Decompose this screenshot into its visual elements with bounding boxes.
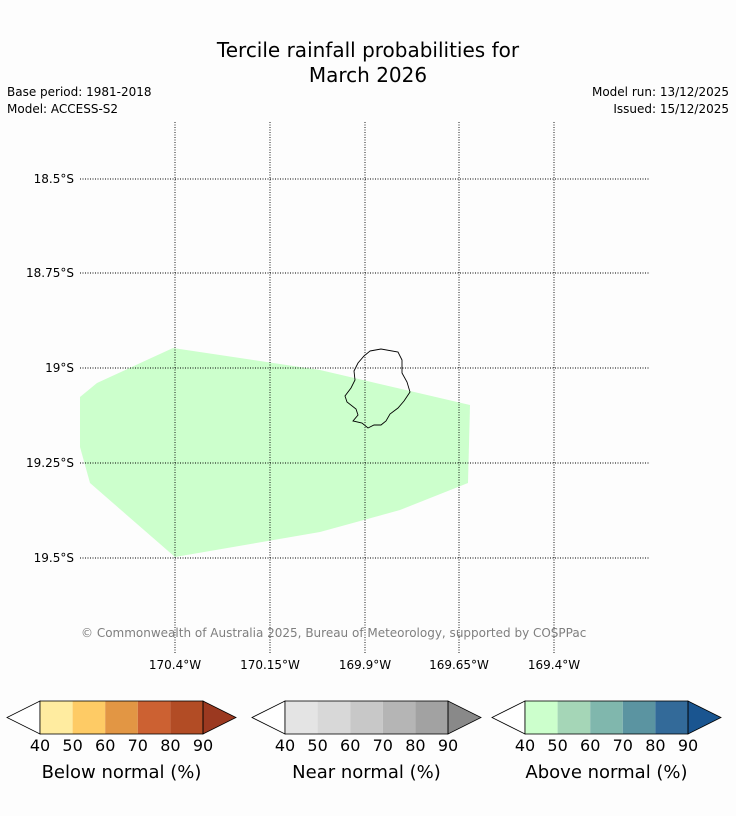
legend-swatch-4 xyxy=(382,701,416,734)
legend-over-triangle xyxy=(447,700,482,735)
legend-swatch-2 xyxy=(72,701,106,734)
lon-label-1: 170.4°W xyxy=(149,658,201,672)
lat-label-3: 19°S xyxy=(45,361,74,375)
legend-swatch-3 xyxy=(590,701,623,734)
title-line-2: March 2026 xyxy=(308,63,428,87)
legend-tick-1: 40 xyxy=(30,736,50,755)
legend-tick-6: 90 xyxy=(193,736,213,755)
legend-tick-3: 60 xyxy=(95,736,115,755)
lat-label-1: 18.5°S xyxy=(34,172,74,186)
legend-below-normal: 40 50 60 70 80 90 Below normal (%) xyxy=(6,700,237,783)
lon-label-3: 169.9°W xyxy=(339,658,391,672)
longitude-labels: 170.4°W 170.15°W 169.9°W 169.65°W 169.4°… xyxy=(149,658,580,672)
legend-swatch-5 xyxy=(415,701,448,734)
legend-tick-4: 70 xyxy=(373,736,393,755)
legend-swatch-2 xyxy=(557,701,591,734)
legend-tick-5: 80 xyxy=(405,736,425,755)
legend-tick-3: 60 xyxy=(580,736,600,755)
copyright-credit: © Commonwealth of Australia 2025, Bureau… xyxy=(81,626,586,640)
legend-over-triangle xyxy=(687,700,722,735)
lon-label-5: 169.4°W xyxy=(528,658,580,672)
legend-tick-6: 90 xyxy=(678,736,698,755)
legend-swatch-2 xyxy=(317,701,351,734)
legend-swatch-1 xyxy=(285,701,318,734)
lon-label-4: 169.65°W xyxy=(429,658,489,672)
lat-label-4: 19.25°S xyxy=(26,456,74,470)
latitude-labels: 18.5°S 18.75°S 19°S 19.25°S 19.5°S xyxy=(26,172,74,565)
meta-right: Model run: 13/12/2025 Issued: 15/12/2025 xyxy=(592,84,729,118)
legend-under-triangle xyxy=(6,700,41,735)
lat-label-5: 19.5°S xyxy=(34,551,74,565)
legend-under-triangle xyxy=(251,700,286,735)
legend-tick-2: 50 xyxy=(307,736,327,755)
lon-label-2: 170.15°W xyxy=(240,658,300,672)
legend-swatch-3 xyxy=(350,701,383,734)
legend-swatch-4 xyxy=(622,701,656,734)
legend-frame xyxy=(284,700,449,735)
issued-date: Issued: 15/12/2025 xyxy=(613,102,729,116)
legend-title: Near normal (%) xyxy=(292,762,441,783)
legend-frame xyxy=(39,700,204,735)
lat-label-2: 18.75°S xyxy=(26,266,74,280)
legend-frame xyxy=(524,700,689,735)
legend-tick-2: 50 xyxy=(547,736,567,755)
legend-tick-5: 80 xyxy=(645,736,665,755)
legend-under-triangle xyxy=(491,700,526,735)
legend-tick-4: 70 xyxy=(613,736,633,755)
legend-above-normal: 40 50 60 70 80 90 Above normal (%) xyxy=(491,700,722,783)
legend-swatch-4 xyxy=(137,701,171,734)
longitude-gridlines xyxy=(174,122,555,653)
legend-swatch-3 xyxy=(105,701,138,734)
legend-near-normal: 40 50 60 70 80 90 Near normal (%) xyxy=(251,700,482,783)
model-name: Model: ACCESS-S2 xyxy=(7,102,119,116)
model-run: Model run: 13/12/2025 xyxy=(591,85,729,99)
legend-swatch-5 xyxy=(655,701,688,734)
legend-over-triangle xyxy=(202,700,237,735)
legend-tick-3: 60 xyxy=(340,736,360,755)
legend-tick-5: 80 xyxy=(160,736,180,755)
legend-tick-4: 70 xyxy=(128,736,148,755)
above-normal-shaded-region xyxy=(80,348,470,557)
meta-left: Base period: 1981-2018 Model: ACCESS-S2 xyxy=(7,84,152,118)
legend-swatch-1 xyxy=(40,701,73,734)
legend-title: Above normal (%) xyxy=(525,762,687,783)
title-line-1: Tercile rainfall probabilities for xyxy=(216,38,520,62)
legend-swatch-1 xyxy=(525,701,558,734)
base-period: Base period: 1981-2018 xyxy=(7,85,152,99)
legend-tick-1: 40 xyxy=(275,736,295,755)
legend-swatch-5 xyxy=(170,701,203,734)
legend-tick-2: 50 xyxy=(62,736,82,755)
legend-title: Below normal (%) xyxy=(42,762,202,783)
legend-tick-6: 90 xyxy=(438,736,458,755)
map-title: Tercile rainfall probabilities for March… xyxy=(0,38,736,88)
legend-tick-1: 40 xyxy=(515,736,535,755)
island-outline xyxy=(344,348,411,429)
